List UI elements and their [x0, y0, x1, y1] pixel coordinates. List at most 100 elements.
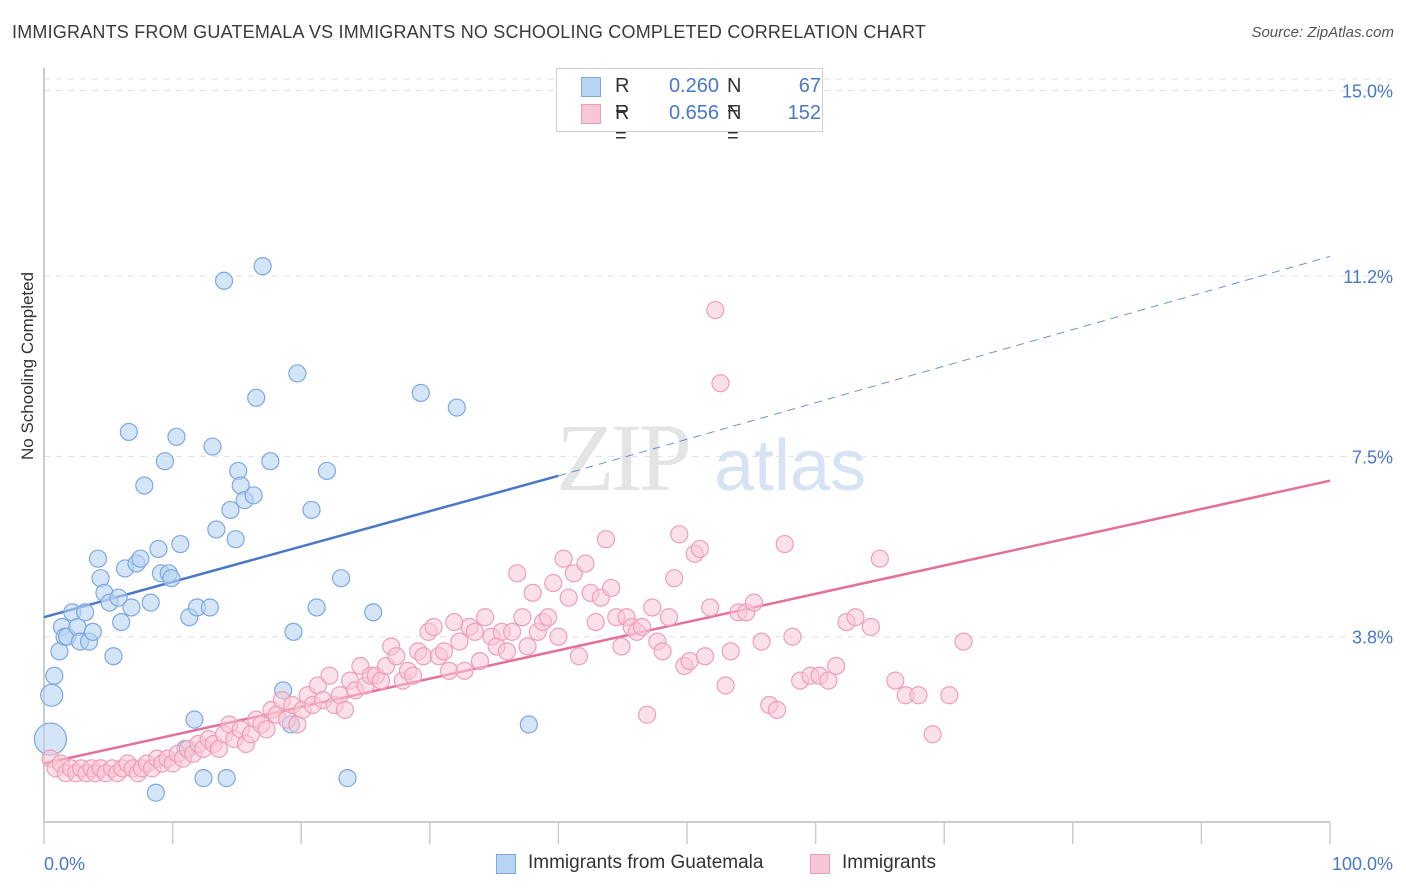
data-point-guatemala	[217, 769, 236, 788]
data-point-guatemala	[284, 622, 303, 641]
r-value: 0.656	[668, 102, 719, 124]
data-point-guatemala	[214, 271, 234, 290]
data-point-immigrants	[670, 525, 689, 544]
data-point-immigrants	[513, 608, 532, 627]
data-point-immigrants	[940, 686, 959, 705]
data-point-guatemala	[167, 427, 186, 446]
data-point-immigrants	[445, 612, 464, 632]
data-point-guatemala	[302, 500, 321, 520]
data-point-immigrants	[827, 656, 846, 676]
data-point-immigrants	[690, 539, 709, 559]
data-point-guatemala	[247, 388, 266, 407]
data-point-guatemala	[447, 398, 466, 417]
n-label: N =	[727, 102, 742, 147]
data-point-guatemala	[45, 666, 64, 685]
watermark: ZIP atlas	[556, 404, 866, 511]
data-point-immigrants	[721, 642, 740, 661]
data-point-immigrants	[414, 647, 433, 666]
data-point-guatemala	[185, 710, 204, 729]
data-point-guatemala	[171, 534, 190, 554]
data-point-guatemala	[141, 593, 160, 612]
data-point-guatemala	[411, 383, 430, 403]
data-point-guatemala	[244, 486, 263, 505]
data-point-immigrants	[653, 642, 672, 661]
stats-legend: R = 0.260 N = 67 R = 0.656 N = 152	[556, 68, 823, 147]
y-axis-label: No Schooling Completed	[18, 271, 37, 460]
r-value: 0.260	[668, 75, 719, 97]
data-point-immigrants	[387, 647, 406, 666]
trend-line-guatemala	[43, 474, 559, 619]
data-point-immigrants	[518, 637, 537, 656]
data-point-immigrants	[680, 651, 699, 671]
data-point-immigrants	[544, 573, 563, 593]
legend-swatch-blue	[496, 854, 516, 874]
data-point-immigrants	[701, 598, 720, 617]
data-point-guatemala	[203, 437, 222, 456]
data-point-immigrants	[576, 554, 595, 573]
data-point-guatemala	[253, 257, 272, 276]
data-point-guatemala	[135, 476, 154, 495]
data-point-immigrants	[523, 583, 542, 602]
x-tick-label: 0.0%	[44, 854, 85, 874]
data-point-guatemala	[200, 598, 219, 617]
data-point-immigrants	[711, 374, 730, 393]
data-point-immigrants	[257, 720, 276, 739]
data-point-guatemala	[112, 612, 131, 632]
data-point-immigrants	[335, 700, 355, 719]
data-point-immigrants	[954, 632, 973, 651]
y-tick-label: 3.8%	[1352, 628, 1393, 648]
data-point-guatemala	[317, 461, 337, 481]
source-credit: Source: ZipAtlas.com	[1251, 24, 1394, 41]
data-point-immigrants	[643, 598, 662, 617]
data-point-immigrants	[923, 725, 942, 744]
y-tick-label: 15.0%	[1342, 82, 1393, 102]
data-point-immigrants	[549, 627, 568, 646]
data-point-immigrants	[632, 617, 652, 637]
data-point-guatemala	[155, 452, 174, 471]
data-point-immigrants	[434, 642, 454, 661]
data-point-immigrants	[455, 661, 474, 680]
data-point-guatemala	[261, 452, 280, 471]
data-point-guatemala	[162, 569, 181, 588]
data-point-guatemala	[40, 683, 64, 707]
data-point-immigrants	[439, 661, 459, 680]
data-point-immigrants	[602, 578, 621, 598]
data-point-immigrants	[909, 686, 928, 705]
data-point-guatemala	[519, 715, 538, 734]
data-point-guatemala	[88, 549, 108, 568]
data-point-guatemala	[149, 539, 168, 559]
n-value: 67	[798, 75, 821, 97]
data-point-guatemala	[104, 647, 123, 666]
data-point-immigrants	[450, 632, 469, 651]
data-point-immigrants	[559, 588, 578, 607]
data-point-immigrants	[564, 564, 583, 583]
y-tick-label: 7.5%	[1352, 447, 1393, 467]
data-point-immigrants	[706, 300, 725, 320]
data-point-immigrants	[503, 622, 522, 641]
y-tick-label: 11.2%	[1343, 267, 1393, 287]
legend-swatch-pink	[810, 854, 830, 874]
data-point-immigrants	[870, 549, 890, 568]
data-point-guatemala	[83, 622, 102, 641]
data-point-immigrants	[744, 593, 763, 612]
data-point-immigrants	[638, 705, 657, 724]
data-point-immigrants	[539, 608, 558, 627]
data-point-guatemala	[146, 783, 165, 802]
swatch-pink	[581, 104, 601, 124]
data-point-immigrants	[569, 647, 589, 666]
n-value: 152	[787, 102, 821, 124]
x-tick-label: 100.0%	[1332, 854, 1393, 874]
trend-line-guatemala-extension	[558, 255, 1331, 477]
data-point-immigrants	[320, 666, 339, 685]
data-point-immigrants	[403, 666, 423, 685]
r-label: R =	[615, 102, 630, 147]
data-point-immigrants	[752, 632, 771, 651]
data-point-immigrants	[508, 564, 527, 583]
data-point-immigrants	[783, 627, 802, 646]
data-point-guatemala	[364, 603, 383, 622]
data-point-guatemala	[76, 603, 95, 622]
series-legend: Immigrants from Guatemala Immigrants	[0, 852, 1406, 878]
data-point-immigrants	[695, 647, 715, 666]
data-point-immigrants	[659, 608, 679, 627]
